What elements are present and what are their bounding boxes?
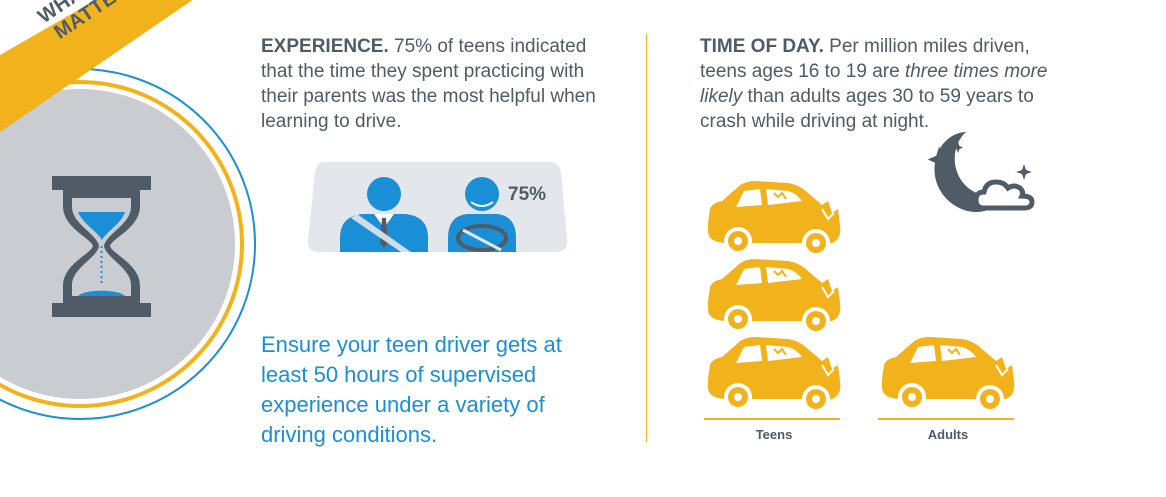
tip-text: Ensure your teen driver gets at least 50… xyxy=(261,332,562,447)
time-of-day-text-1: Per million miles driven, teens ages 16 … xyxy=(700,36,1030,82)
time-of-day-paragraph: TIME OF DAY. Per million miles driven, t… xyxy=(700,34,1080,134)
teen-driver-icon xyxy=(448,177,516,252)
crashed-car-icon xyxy=(708,337,841,413)
cloud-icon xyxy=(973,179,1035,211)
badge xyxy=(0,0,256,420)
gray-disc xyxy=(0,89,235,399)
experience-heading: EXPERIENCE. xyxy=(261,36,389,57)
star-icon xyxy=(1016,164,1032,180)
banner-ribbon xyxy=(0,0,193,132)
star-icon xyxy=(953,142,963,153)
parent-driver-icon xyxy=(340,177,428,252)
time-of-day-text-2: than adults ages 30 to 59 years to crash… xyxy=(700,86,1034,132)
crashed-car-icon xyxy=(882,337,1015,413)
time-of-day-heading: TIME OF DAY. xyxy=(700,36,824,57)
moon-icon xyxy=(934,132,1008,212)
crashed-car-icon xyxy=(708,259,841,335)
car-windshield: 75% xyxy=(307,162,568,252)
hourglass-icon xyxy=(52,176,151,317)
crash-comparison xyxy=(704,181,1015,420)
experience-text: 75% of teens indicated that the time the… xyxy=(261,36,596,132)
star-icon xyxy=(927,146,951,173)
experience-paragraph: EXPERIENCE. 75% of teens indicated that … xyxy=(261,34,621,134)
percent-label: 75% xyxy=(508,184,546,205)
teens-label: Teens xyxy=(755,427,793,442)
night-icon xyxy=(927,132,1035,212)
column-divider xyxy=(646,34,647,442)
crashed-car-icon xyxy=(708,181,841,257)
time-of-day-emphasis: three times more likely xyxy=(700,61,1048,107)
adults-label: Adults xyxy=(927,427,969,442)
